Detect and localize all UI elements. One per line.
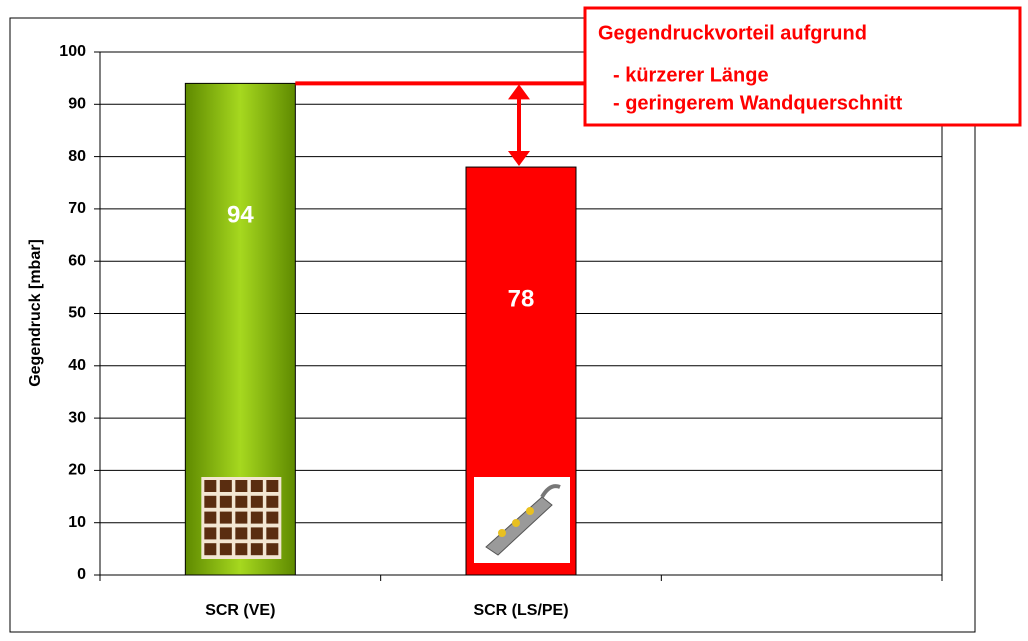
- icon-cell: [204, 495, 217, 508]
- data-label: 94: [227, 202, 254, 229]
- bar-icon: [201, 477, 282, 559]
- y-tick-label: 20: [68, 462, 86, 479]
- icon-cell: [235, 543, 248, 556]
- y-tick-label: 40: [68, 357, 86, 374]
- icon-dot: [526, 507, 534, 515]
- icon-cell: [250, 511, 263, 524]
- y-tick-label: 90: [68, 96, 86, 113]
- y-tick-label: 50: [68, 305, 86, 322]
- bar-icon: [474, 477, 570, 563]
- icon-tube-end: [540, 484, 561, 499]
- y-tick-label: 0: [77, 566, 86, 583]
- icon-cell: [266, 480, 279, 492]
- icon-dot: [512, 519, 520, 527]
- icon-cell: [250, 480, 263, 492]
- annotation-box: [583, 6, 1022, 127]
- icon-cell: [250, 543, 263, 556]
- icon-cell: [219, 495, 232, 508]
- icon-cell: [235, 495, 248, 508]
- icon-cell: [219, 511, 232, 524]
- icon-cell: [235, 527, 248, 540]
- y-tick-label: 100: [59, 43, 86, 60]
- icon-cell: [219, 527, 232, 540]
- icon-cell: [204, 480, 217, 492]
- icon-cell: [266, 527, 279, 540]
- icon-cell: [204, 527, 217, 540]
- y-tick-label: 10: [68, 514, 86, 531]
- icon-cell: [266, 543, 279, 556]
- icon-cell: [219, 543, 232, 556]
- icon-cell: [250, 527, 263, 540]
- annotation-text: - geringerem Wandquerschnitt: [613, 92, 903, 114]
- icon-cell: [204, 511, 217, 524]
- annotation-text: Gegendruckvorteil aufgrund: [598, 22, 867, 44]
- icon-cell: [235, 511, 248, 524]
- icon-cell: [266, 511, 279, 524]
- icon-cell: [235, 480, 248, 492]
- x-tick-label: SCR (VE): [205, 602, 275, 619]
- x-tick-label: SCR (LS/PE): [473, 602, 568, 619]
- icon-cell: [204, 543, 217, 556]
- icon-cell: [266, 495, 279, 508]
- icon-cell: [250, 495, 263, 508]
- icon-tube: [485, 496, 553, 556]
- y-tick-label: 30: [68, 409, 86, 426]
- data-label: 78: [508, 285, 535, 312]
- icon-cell: [219, 480, 232, 492]
- arrow-head: [508, 84, 530, 100]
- annotation-text: - kürzerer Länge: [613, 64, 769, 86]
- arrow-head: [508, 151, 530, 167]
- y-tick-label: 60: [68, 252, 86, 269]
- y-tick-label: 80: [68, 148, 86, 165]
- y-tick-label: 70: [68, 200, 86, 217]
- icon-dot: [498, 529, 506, 537]
- y-axis-title: Gegendruck [mbar]: [27, 239, 44, 387]
